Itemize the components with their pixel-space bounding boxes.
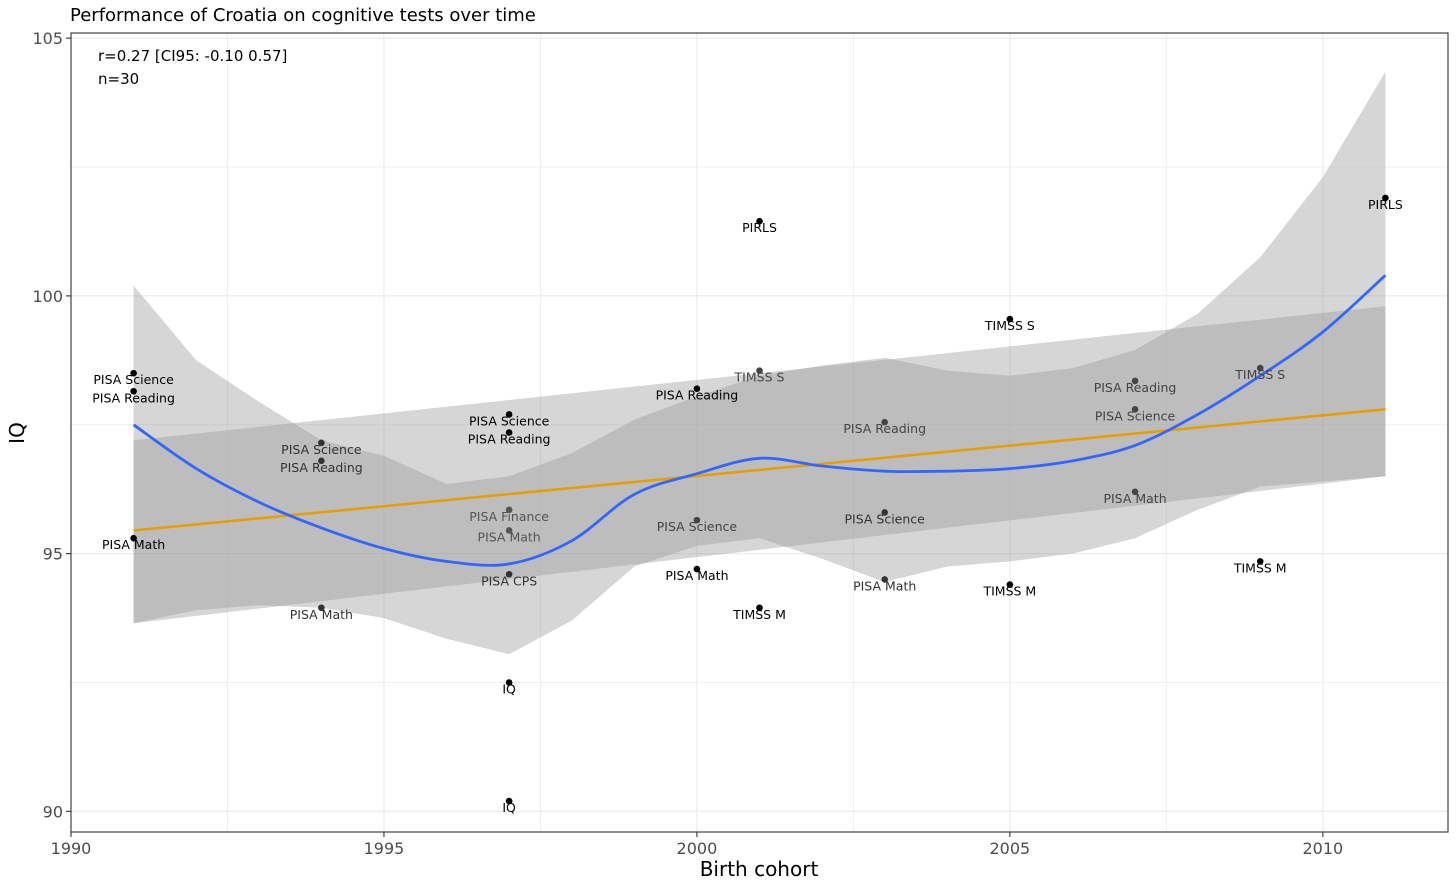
point-layer xyxy=(130,194,1389,805)
data-point-label: PISA Reading xyxy=(468,432,551,447)
correlation-annotation: r=0.27 [CI95: -0.10 0.57] xyxy=(98,47,287,65)
data-point-label: PISA Math xyxy=(665,568,728,583)
data-point xyxy=(756,367,763,374)
data-point-label: IQ xyxy=(502,682,516,697)
data-point xyxy=(130,369,137,377)
data-point xyxy=(693,516,701,524)
y-tick-label: 100 xyxy=(32,287,63,306)
y-tick-label: 105 xyxy=(32,29,63,48)
data-point-label: TIMSS S xyxy=(734,370,785,385)
data-point-label: TIMSS S xyxy=(984,318,1035,333)
data-point-label: PISA CPS xyxy=(481,573,537,588)
data-point-label: PISA Math xyxy=(478,529,541,544)
data-point-label: PISA Science xyxy=(469,413,550,428)
data-point xyxy=(1382,194,1389,202)
data-point-label: PIRLS xyxy=(742,220,777,235)
data-point xyxy=(505,527,513,534)
data-point xyxy=(1131,406,1139,413)
data-point-label: PIRLS xyxy=(1368,197,1403,212)
data-point-label: PISA Math xyxy=(290,607,353,622)
data-point xyxy=(756,604,763,612)
data-point xyxy=(318,604,325,612)
data-point xyxy=(318,439,325,447)
data-point xyxy=(1256,364,1264,372)
y-tick-label: 95 xyxy=(43,545,63,564)
panel-border xyxy=(70,32,1449,833)
data-point-label: PISA Science xyxy=(657,519,738,534)
data-point-label: PISA Finance xyxy=(469,509,549,524)
data-point-label: TIMSS M xyxy=(982,584,1036,599)
sample-size-annotation: n=30 xyxy=(98,70,139,88)
x-tick-label: 2005 xyxy=(990,839,1031,858)
x-axis-title: Birth cohort xyxy=(700,857,819,881)
data-point xyxy=(130,387,137,395)
data-point xyxy=(756,217,763,225)
data-point xyxy=(318,457,325,465)
x-tick-label: 2000 xyxy=(677,839,718,858)
data-point-label: TIMSS S xyxy=(1234,367,1285,382)
smooth-fit-confidence-band xyxy=(133,71,1386,655)
axis-layer: 1990 1995 2000 2005 2010 90 95 100 105 xyxy=(32,29,1343,858)
data-point xyxy=(130,534,137,542)
data-point xyxy=(505,797,513,805)
data-point-label: PISA Science xyxy=(93,372,174,387)
linear-fit-line xyxy=(133,408,1386,532)
data-point xyxy=(1131,488,1139,496)
data-point xyxy=(1006,315,1014,323)
data-point xyxy=(505,679,513,686)
y-axis-title: IQ xyxy=(5,422,29,444)
data-point-label: PISA Math xyxy=(102,537,165,552)
x-tick-label: 1990 xyxy=(51,839,92,858)
x-tick-label: 2010 xyxy=(1302,839,1343,858)
data-point-label: PISA Reading xyxy=(1094,380,1177,395)
data-point xyxy=(505,506,513,514)
data-point xyxy=(881,509,888,516)
data-point-label: IQ xyxy=(502,800,516,815)
y-tick-label: 90 xyxy=(43,802,63,821)
data-point xyxy=(693,385,701,392)
fit-layer xyxy=(132,274,1387,567)
data-point-label: PISA Reading xyxy=(92,390,175,405)
data-point-label: PISA Math xyxy=(1103,491,1166,506)
data-point-label: PISA Science xyxy=(844,511,925,526)
x-tick-label: 1995 xyxy=(364,839,405,858)
data-point xyxy=(1256,558,1264,565)
data-point xyxy=(693,565,701,573)
data-point xyxy=(1006,581,1014,588)
data-point xyxy=(505,570,513,578)
data-point-label: PISA Reading xyxy=(656,388,739,403)
data-point-label: PISA Science xyxy=(281,442,362,457)
linear-fit-confidence-band xyxy=(133,306,1386,624)
data-point xyxy=(505,411,513,418)
data-point-label: PISA Science xyxy=(1095,408,1176,423)
data-point-label: TIMSS M xyxy=(732,607,786,622)
chart-title: Performance of Croatia on cognitive test… xyxy=(70,5,536,26)
data-point xyxy=(505,429,513,436)
smooth-fit-line xyxy=(132,274,1387,567)
data-point-label: PISA Reading xyxy=(843,421,926,436)
data-point-label: PISA Math xyxy=(853,578,916,593)
data-point xyxy=(1131,377,1139,385)
data-point-label: TIMSS M xyxy=(1233,560,1287,575)
data-point xyxy=(881,576,888,583)
data-point xyxy=(881,418,888,426)
data-point-label: PISA Reading xyxy=(280,460,363,475)
label-layer: PISA Science PISA Reading PISA Math PISA Sc… xyxy=(92,197,1403,815)
ribbon-layer xyxy=(133,71,1386,655)
